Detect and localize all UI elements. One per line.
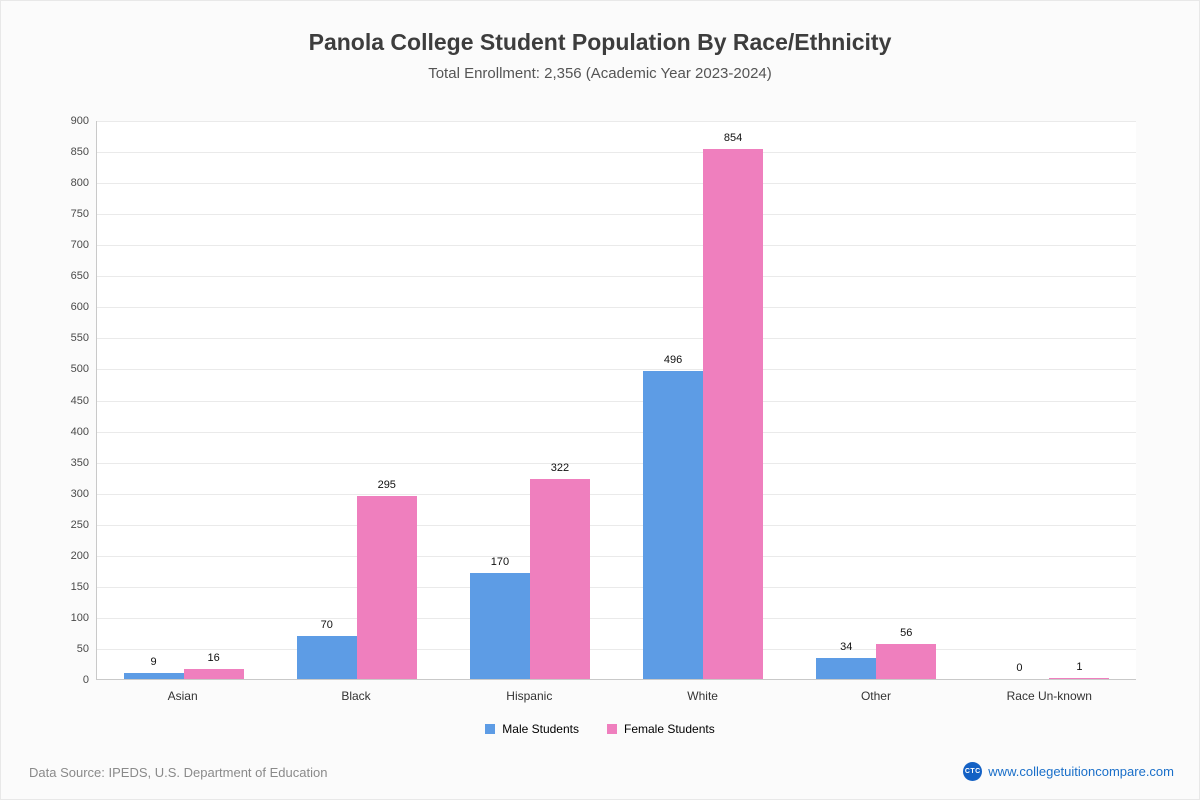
y-tick-label: 500: [70, 363, 89, 376]
gridline: [97, 462, 1136, 464]
bar-female-students-other: 56: [876, 627, 937, 679]
x-tick-label-race-un-known: Race Un-known: [1006, 689, 1092, 703]
ctc-logo-icon: CTC: [963, 762, 983, 781]
y-tick-label: 600: [70, 301, 89, 314]
y-tick-label: 50: [76, 642, 89, 655]
y-tick-label: 100: [70, 611, 89, 624]
data-source-text: Data Source: IPEDS, U.S. Department of E…: [29, 765, 328, 780]
x-tick-label-white: White: [687, 689, 718, 703]
y-tick-label: 850: [70, 146, 89, 159]
bar-group-asian: 9 16: [97, 121, 270, 679]
y-tick-label: 900: [70, 115, 89, 127]
gridline: [97, 493, 1136, 495]
bar-female-students-hispanic: 322: [529, 462, 590, 679]
y-tick-label: 450: [70, 394, 89, 407]
bar-female-students-race-un-known: 1: [1049, 661, 1110, 679]
y-tick-label: 700: [70, 239, 89, 252]
legend: Male Students Female Students: [1, 722, 1199, 736]
x-axis: Asian Black Hispanic White Other Race Un-know…: [96, 689, 1136, 703]
chart-subtitle: Total Enrollment: 2,356 (Academic Year 2…: [428, 65, 772, 82]
bar-female-students-white: 854: [703, 132, 764, 679]
gridline: [97, 214, 1136, 216]
gridline: [97, 555, 1136, 557]
y-tick-label: 250: [70, 518, 89, 531]
gridline: [97, 400, 1136, 402]
website-url: www.collegetuitioncompare.com: [988, 764, 1174, 779]
y-tick-label: 150: [70, 580, 89, 593]
bar-group-white: 496 854: [617, 121, 790, 679]
y-tick-label: 550: [70, 332, 89, 345]
bar-male-students-white: 496: [643, 354, 704, 679]
gridline: [97, 586, 1136, 588]
bar-value-label: 16: [207, 652, 220, 665]
bar-value-label: 0: [1016, 662, 1023, 674]
y-tick-label: 400: [70, 425, 89, 438]
x-tick-label-asian: Asian: [167, 689, 198, 703]
bar-male-students-asian: 9: [123, 656, 184, 679]
y-axis: 0 50 100 150 200 250 300 350 400 450 500 550 600 650 7…: [1, 115, 89, 686]
legend-label: Male Students: [502, 722, 579, 736]
gridline: [97, 245, 1136, 247]
legend-swatch-icon: [607, 724, 617, 734]
bar-group-black: 70 295: [270, 121, 443, 679]
bar-group-hispanic: 170 322: [443, 121, 616, 679]
y-tick-label: 300: [70, 487, 89, 500]
bar-value-label: 496: [663, 353, 683, 366]
gridline: [97, 431, 1136, 433]
plot-area: 9 16 70 295 170 322 496 854 34 56 0 1: [96, 121, 1136, 680]
legend-label: Female Students: [624, 722, 715, 736]
chart-title: Panola College Student Population By Rac…: [308, 29, 892, 55]
bar-value-label: 9: [150, 656, 157, 669]
bar-value-label: 1: [1076, 661, 1083, 673]
bar-value-label: 56: [900, 627, 913, 640]
bar-value-label: 295: [377, 478, 396, 491]
y-tick-label: 200: [70, 549, 89, 562]
website-link[interactable]: CTC www.collegetuitioncompare.com: [963, 762, 1174, 781]
bar-value-label: 70: [320, 618, 333, 631]
y-tick-label: 800: [70, 177, 89, 190]
bar-value-label: 34: [840, 640, 853, 653]
bar-female-students-black: 295: [356, 479, 417, 679]
bar-male-students-hispanic: 170: [469, 556, 530, 679]
gridline: [97, 524, 1136, 526]
bar-female-students-asian: 16: [183, 652, 244, 679]
bar-groups: 9 16 70 295 170 322 496 854 34 56 0 1: [97, 121, 1136, 679]
x-tick-label-other: Other: [860, 689, 891, 703]
y-tick-label: 350: [70, 456, 89, 469]
x-tick-label-hispanic: Hispanic: [506, 689, 553, 703]
bar-group-other: 34 56: [790, 121, 963, 679]
gridline: [97, 617, 1136, 619]
gridline: [97, 369, 1136, 371]
bar-value-label: 322: [550, 462, 570, 475]
bar-male-students-other: 34: [816, 641, 877, 679]
gridline: [97, 183, 1136, 185]
gridline: [97, 338, 1136, 340]
bar-male-students-black: 70: [296, 619, 357, 679]
y-tick-label: 650: [70, 270, 89, 283]
legend-swatch-icon: [485, 724, 496, 734]
gridline: [97, 276, 1136, 278]
bar-value-label: 170: [490, 556, 510, 569]
x-tick-label-black: Black: [341, 689, 371, 703]
gridline: [97, 152, 1136, 154]
legend-item-male-students[interactable]: Male Students: [485, 722, 579, 736]
legend-item-female-students[interactable]: Female Students: [607, 722, 715, 736]
bar-value-label: 854: [723, 131, 743, 144]
gridline: [97, 121, 1136, 122]
gridline: [97, 648, 1136, 650]
y-tick-label: 0: [82, 674, 89, 686]
gridline: [97, 307, 1136, 309]
y-tick-label: 750: [70, 208, 89, 221]
